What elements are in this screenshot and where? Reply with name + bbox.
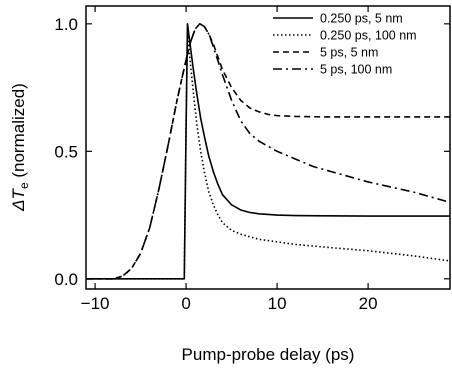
legend-label-1: 0.250 ps, 5 nm [320,12,403,26]
series-layer [86,23,451,280]
y-axis-title-subscript: e [17,182,31,189]
y-tick-label: 0.0 [54,270,78,289]
y-tick-label: 1.0 [54,15,78,34]
legend-label-3: 5 ps, 5 nm [320,46,378,60]
x-tick-label: −10 [81,294,110,313]
y-axis-title-suffix: (normalized) [9,83,28,182]
tick-layer: −10 0 10 20 0.0 0.5 1.0 [54,6,450,313]
legend-label-2: 0.250 ps, 100 nm [320,29,417,43]
series-line-2 [86,28,451,280]
x-tick-label: 10 [268,294,287,313]
x-axis-title: Pump-probe delay (ps) [182,345,355,364]
series-line-4 [86,23,451,280]
y-axis-title-symbol: ΔT [9,187,28,211]
legend: 0.250 ps, 5 nm 0.250 ps, 100 nm 5 ps, 5 nm… [273,12,417,77]
legend-label-4: 5 ps, 100 nm [320,63,392,77]
x-tick-label: 20 [359,294,378,313]
y-tick-label: 0.5 [54,142,78,161]
y-axis-title: ΔTe (normalized) [9,83,31,212]
x-tick-label: 0 [181,294,190,313]
plot-frame [85,5,451,290]
